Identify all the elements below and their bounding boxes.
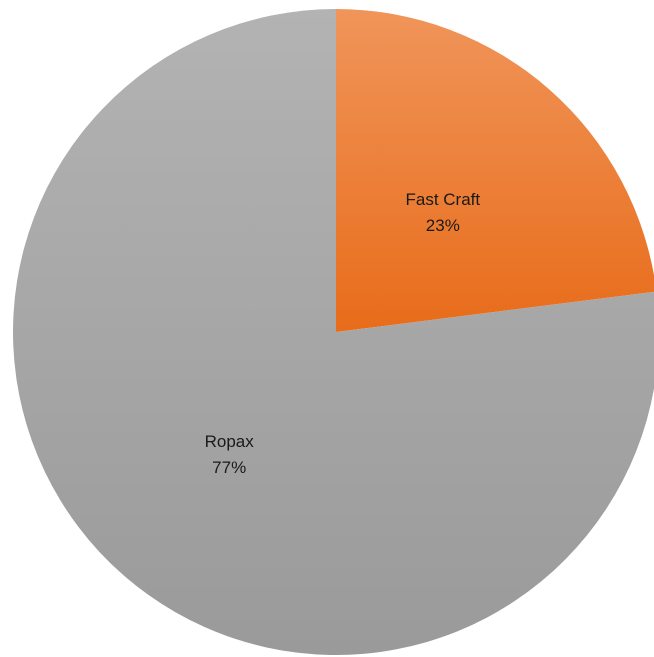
slice-category-label: Fast Craft [405,190,480,209]
slice-category-label: Ropax [205,432,255,451]
pie-slice-fast-craft [336,9,654,332]
labels-layer: Fast Craft 23% Ropax 77% [205,190,481,477]
slices-layer [13,9,654,655]
data-label-fast-craft: Fast Craft 23% [405,190,480,235]
data-label-ropax: Ropax 77% [205,432,255,477]
slice-percent-label: 23% [426,216,460,235]
slice-percent-label: 77% [212,458,246,477]
pie-slice-ropax [13,9,654,655]
